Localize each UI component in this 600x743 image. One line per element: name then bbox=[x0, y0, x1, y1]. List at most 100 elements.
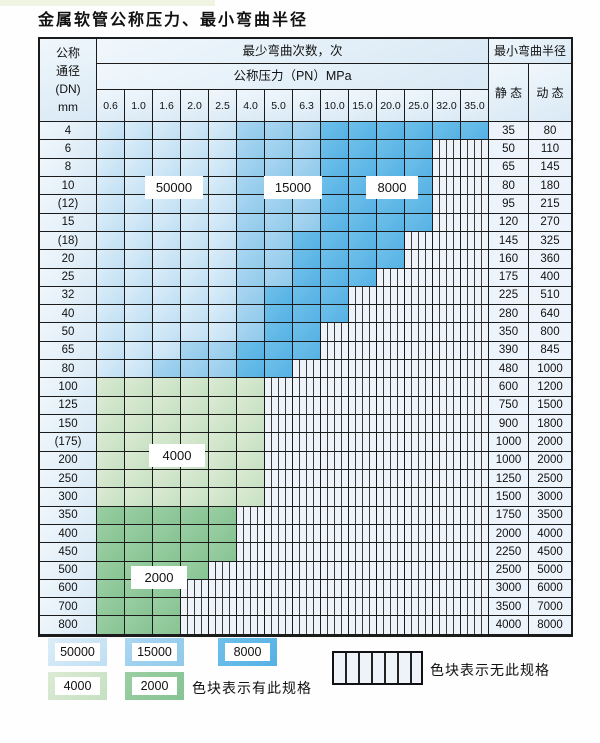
dynamic-radius-value: 360 bbox=[529, 250, 571, 269]
no-spec-cell bbox=[461, 415, 489, 434]
spec-zone-cell bbox=[209, 415, 237, 434]
dynamic-radius-value: 640 bbox=[529, 305, 571, 324]
no-spec-cell bbox=[293, 598, 321, 617]
no-spec-cell bbox=[433, 213, 461, 232]
static-radius-value: 390 bbox=[489, 341, 529, 361]
static-radius-value: 225 bbox=[489, 286, 529, 306]
table-row: 50 350 800 bbox=[40, 323, 571, 342]
static-radius-value: 4000 bbox=[489, 616, 529, 635]
spec-zone-cell bbox=[405, 213, 433, 232]
spec-zone-cell bbox=[97, 176, 125, 196]
spec-zone-cell bbox=[237, 415, 265, 434]
no-spec-cell bbox=[461, 250, 489, 269]
spec-zone-cell bbox=[209, 433, 237, 452]
no-spec-cell bbox=[265, 433, 293, 452]
legend-swatch-label: 8000 bbox=[225, 643, 270, 661]
spec-zone-cell bbox=[293, 268, 321, 287]
spec-zone-cell bbox=[181, 158, 209, 177]
no-spec-cell bbox=[461, 305, 489, 324]
spec-zone-cell bbox=[125, 469, 153, 489]
spec-zone-cell bbox=[237, 488, 265, 507]
no-spec-cell bbox=[405, 451, 433, 470]
spec-zone-cell bbox=[125, 323, 153, 342]
spec-zone-cell bbox=[125, 140, 153, 159]
table-row: 40 280 640 bbox=[40, 305, 571, 324]
dn-label: 350 bbox=[40, 506, 97, 525]
dynamic-radius-value: 3000 bbox=[529, 488, 571, 507]
spec-zone-cell bbox=[237, 341, 265, 361]
no-spec-cell bbox=[265, 451, 293, 470]
no-spec-cell bbox=[461, 616, 489, 635]
dn-label: 6 bbox=[40, 140, 97, 159]
dynamic-radius-value: 80 bbox=[529, 122, 571, 141]
no-spec-cell bbox=[265, 415, 293, 434]
spec-zone-cell bbox=[125, 396, 153, 415]
spec-zone-cell bbox=[209, 396, 237, 415]
no-spec-cell bbox=[461, 433, 489, 452]
table-row: 32 225 510 bbox=[40, 286, 571, 306]
spec-zone-cell bbox=[125, 415, 153, 434]
no-spec-cell bbox=[405, 286, 433, 306]
no-spec-cell bbox=[349, 378, 377, 397]
spec-zone-cell bbox=[321, 250, 349, 269]
no-spec-cell bbox=[377, 360, 405, 379]
spec-zone-cell bbox=[181, 378, 209, 397]
dn-label: 600 bbox=[40, 579, 97, 599]
static-radius-value: 35 bbox=[489, 122, 529, 141]
no-spec-cell bbox=[405, 433, 433, 452]
no-spec-cell bbox=[377, 323, 405, 342]
spec-zone-cell bbox=[97, 579, 125, 599]
spec-zone-cell bbox=[209, 213, 237, 232]
static-radius-value: 900 bbox=[489, 415, 529, 434]
no-spec-cell bbox=[209, 616, 237, 635]
spec-zone-cell bbox=[97, 561, 125, 580]
spec-zone-cell bbox=[97, 488, 125, 507]
no-spec-cell bbox=[181, 616, 209, 635]
no-spec-cell bbox=[181, 579, 209, 599]
no-spec-cell bbox=[461, 341, 489, 361]
no-spec-cell bbox=[405, 231, 433, 251]
no-spec-cell bbox=[377, 451, 405, 470]
dynamic-radius-value: 4500 bbox=[529, 543, 571, 562]
no-spec-cell bbox=[349, 305, 377, 324]
spec-zone-cell bbox=[349, 250, 377, 269]
no-spec-cell bbox=[461, 231, 489, 251]
bend-times-header: 最少弯曲次数，次 bbox=[97, 39, 489, 64]
static-radius-value: 1250 bbox=[489, 469, 529, 489]
zone-value-label: 4000 bbox=[149, 444, 205, 467]
spec-zone-cell bbox=[153, 195, 181, 214]
spec-zone-cell bbox=[97, 286, 125, 306]
spec-zone-cell bbox=[181, 122, 209, 141]
spec-zone-cell bbox=[321, 122, 349, 141]
legend-swatch-label: 15000 bbox=[132, 643, 177, 661]
no-spec-cell bbox=[405, 415, 433, 434]
no-spec-cell bbox=[461, 579, 489, 599]
spec-zone-cell bbox=[153, 268, 181, 287]
no-spec-cell bbox=[405, 524, 433, 544]
no-spec-cell bbox=[461, 561, 489, 580]
dn-label: 8 bbox=[40, 158, 97, 177]
no-spec-cell bbox=[405, 579, 433, 599]
spec-zone-cell bbox=[237, 378, 265, 397]
no-spec-cell bbox=[377, 598, 405, 617]
spec-zone-cell bbox=[405, 158, 433, 177]
spec-zone-cell bbox=[153, 213, 181, 232]
spec-zone-cell bbox=[125, 213, 153, 232]
dynamic-radius-value: 845 bbox=[529, 341, 571, 361]
spec-zone-cell bbox=[209, 268, 237, 287]
spec-zone-cell bbox=[97, 433, 125, 452]
no-spec-cell bbox=[321, 488, 349, 507]
spec-zone-cell bbox=[181, 360, 209, 379]
static-radius-value: 2250 bbox=[489, 543, 529, 562]
no-spec-cell bbox=[405, 360, 433, 379]
table-row: 200 1000 2000 bbox=[40, 451, 571, 470]
spec-zone-cell bbox=[293, 341, 321, 361]
spec-zone-cell bbox=[181, 140, 209, 159]
no-spec-cell bbox=[377, 524, 405, 544]
spec-zone-cell bbox=[153, 341, 181, 361]
no-spec-cell bbox=[377, 616, 405, 635]
no-spec-cell bbox=[405, 561, 433, 580]
no-spec-cell bbox=[405, 506, 433, 525]
spec-zone-cell bbox=[265, 140, 293, 159]
legend-swatch: 2000 bbox=[125, 672, 184, 700]
